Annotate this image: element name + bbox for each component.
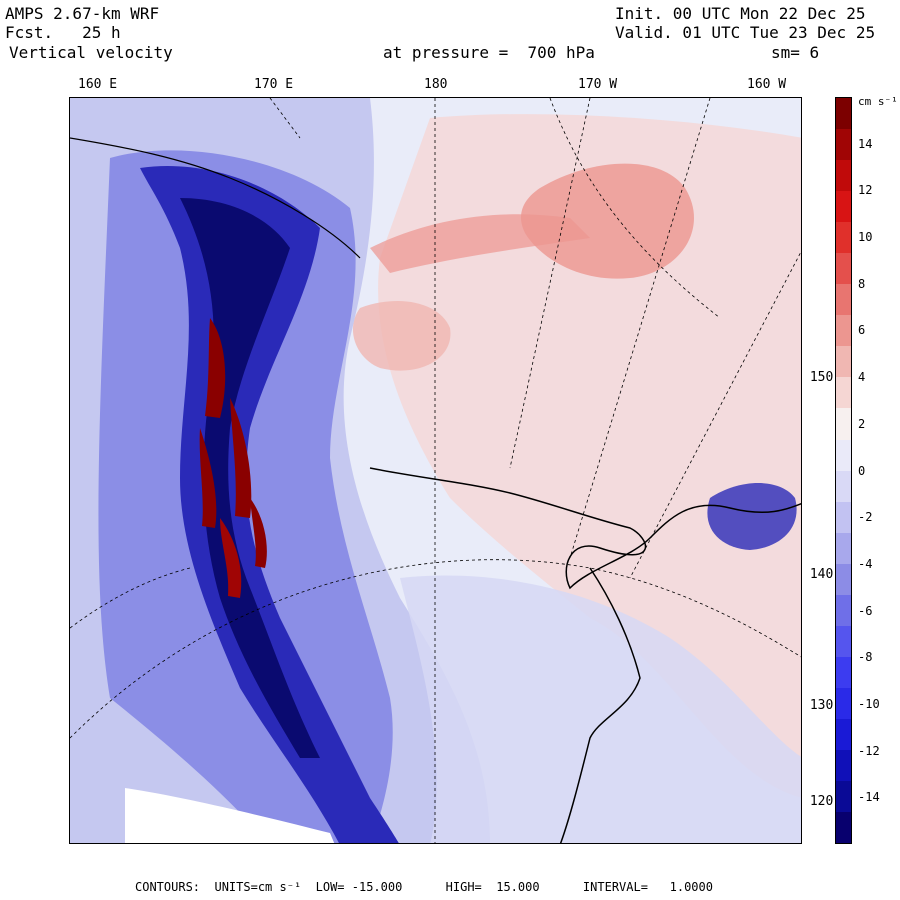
western-coast [70, 137, 361, 259]
colorbar-tick-label: 6 [858, 323, 866, 338]
lon-label-170e: 170 E [254, 77, 294, 92]
variable-name: Vertical velocity [9, 43, 173, 62]
colorbar-segment [836, 253, 851, 285]
ascent-streak-5 [250, 498, 267, 568]
colorbar-segment [836, 563, 851, 595]
smoothing-value: sm= 6 [771, 43, 820, 62]
colorbar-segment [836, 501, 851, 533]
colorbar-segment [836, 594, 851, 626]
ice-shelf-edge [559, 567, 641, 843]
colorbar-tick-label: 2 [858, 416, 866, 431]
colorbar-segment [836, 191, 851, 223]
ascent-cluster-northeast [520, 163, 694, 279]
colorbar-segment [836, 377, 851, 409]
colorbar-tick-label: -12 [858, 743, 880, 758]
colorbar-segment [836, 222, 851, 254]
graticule [70, 98, 801, 843]
ascent-patch-central [352, 300, 451, 371]
colorbar-segment [836, 532, 851, 564]
colorbar-segment [836, 625, 851, 657]
colorbar-tick-label: -2 [858, 510, 873, 525]
colorbar-tick-label: 8 [858, 276, 866, 291]
mountain-wave-band [140, 166, 399, 843]
colorbar-segment [836, 749, 851, 782]
ascent-streak-4 [220, 518, 242, 598]
colorbar-tick-label: -4 [858, 556, 873, 571]
valid-time: Valid. 01 UTC Tue 23 Dec 25 [615, 23, 876, 42]
colorbar-segment [836, 129, 851, 161]
lon-label-160w: 160 W [747, 77, 787, 92]
descent-region-lower-center [400, 575, 801, 843]
convective-cluster-east [707, 483, 797, 550]
contour-info: CONTOURS: UNITS=cm s⁻¹ LOW= -15.000 HIGH… [135, 880, 713, 894]
colorbar-tick-label: -14 [858, 790, 880, 805]
vertical-velocity-map [69, 97, 802, 844]
colorbar-tick-label: -10 [858, 696, 880, 711]
colorbar-tick-label: 10 [858, 230, 873, 245]
model-title: AMPS 2.67-km WRF [5, 4, 160, 23]
colorbar-segment [836, 656, 851, 688]
map-graphic [70, 98, 801, 843]
colorbar-segment [836, 160, 851, 192]
colorbar-tick-label: 12 [858, 183, 873, 198]
colorbar-segment [836, 408, 851, 440]
pressure-level: at pressure = 700 hPa [383, 43, 595, 62]
colorbar-segment [836, 315, 851, 347]
colorbar-segment [836, 470, 851, 502]
colorbar-segment [836, 439, 851, 471]
colorbar [835, 97, 852, 844]
ascent-streak-1 [205, 318, 226, 418]
colorbar-segment [836, 98, 851, 130]
colorbar-units: cm s⁻¹ [858, 95, 898, 108]
weak-ascent-region [378, 114, 801, 798]
colorbar-tick-label: 4 [858, 370, 866, 385]
colorbar-segment [836, 781, 851, 813]
init-time: Init. 00 UTC Mon 22 Dec 25 [615, 4, 866, 23]
forecast-hour: Fcst. 25 h [5, 23, 121, 42]
colorbar-tick-label: 14 [858, 136, 873, 151]
colorbar-tick-label: -6 [858, 603, 873, 618]
colorbar-tick-label: -8 [858, 650, 873, 665]
ice-surface-white [125, 788, 335, 843]
ascent-streak-2 [230, 398, 252, 518]
ascent-streak-3 [199, 428, 217, 528]
coastline [369, 467, 801, 590]
colorbar-segment [836, 718, 851, 750]
colorbar-segment [836, 687, 851, 719]
colorbar-segment [836, 346, 851, 378]
lon-label-180: 180 [424, 77, 448, 92]
colorbar-segment [836, 812, 851, 844]
lon-label-170w: 170 W [578, 77, 618, 92]
ascent-streak-east [370, 214, 590, 273]
colorbar-segment [836, 284, 851, 316]
colorbar-tick-label: 0 [858, 463, 866, 478]
lon-label-160e: 160 E [78, 77, 118, 92]
